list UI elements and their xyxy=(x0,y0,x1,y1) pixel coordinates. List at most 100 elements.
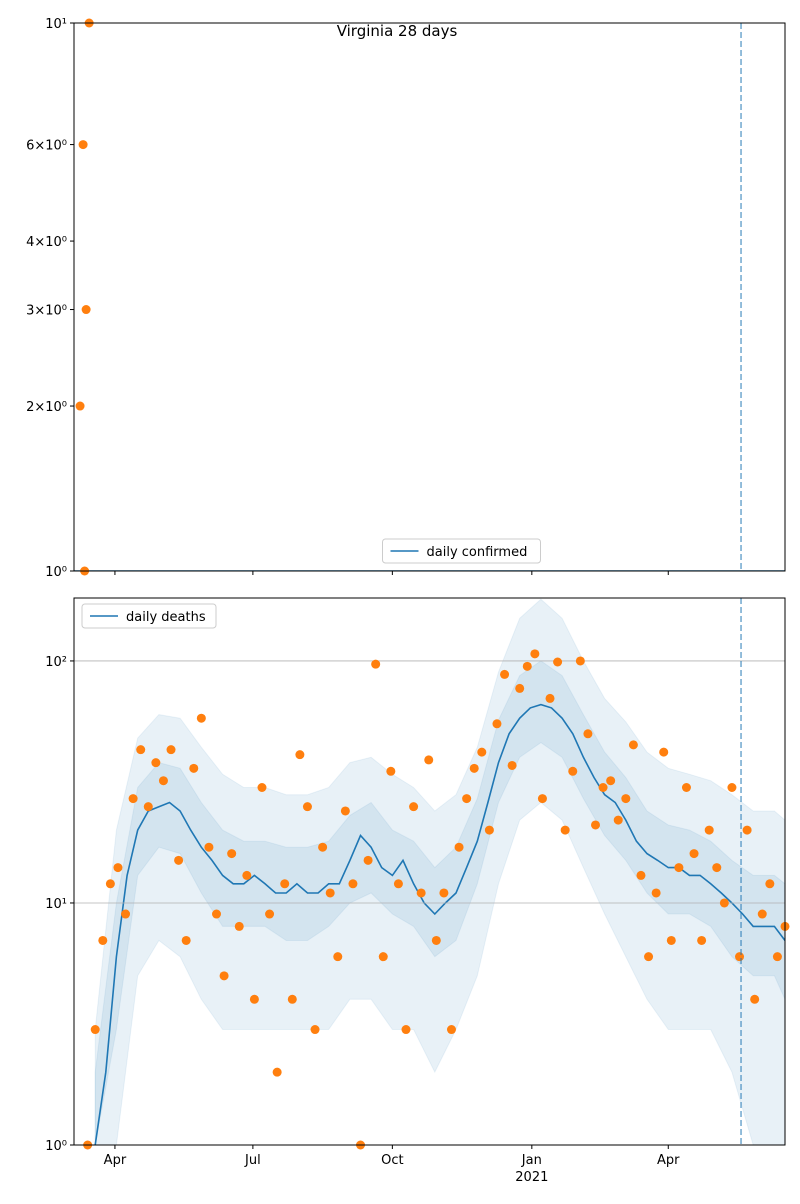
point xyxy=(295,750,305,760)
point xyxy=(712,863,722,873)
point xyxy=(409,802,419,812)
point xyxy=(621,794,631,804)
point xyxy=(591,820,601,830)
point xyxy=(644,952,654,962)
point xyxy=(227,849,237,859)
point xyxy=(681,782,691,792)
point xyxy=(424,755,434,765)
point xyxy=(219,971,229,981)
point xyxy=(530,649,540,659)
point xyxy=(469,763,479,773)
point xyxy=(212,909,222,919)
point xyxy=(765,879,775,889)
y-tick-label: 10⁰ xyxy=(45,1139,67,1154)
point xyxy=(174,855,184,865)
point xyxy=(340,806,350,816)
point xyxy=(348,879,358,889)
point xyxy=(378,952,388,962)
legend-label: daily deaths xyxy=(126,610,206,625)
point xyxy=(393,879,403,889)
legend-box xyxy=(382,538,541,564)
point xyxy=(257,782,267,792)
point xyxy=(143,802,153,812)
y-tick-label: 2×10⁰ xyxy=(26,400,67,415)
y-tick-label: 10⁰ xyxy=(45,565,67,580)
point xyxy=(477,747,487,757)
point xyxy=(462,794,472,804)
point xyxy=(325,888,335,898)
x-tick-label: Jul xyxy=(244,1153,261,1168)
point xyxy=(333,952,343,962)
point xyxy=(537,794,547,804)
point xyxy=(545,693,555,703)
point xyxy=(136,745,146,755)
point xyxy=(166,745,176,755)
point xyxy=(697,935,707,945)
point xyxy=(318,842,328,852)
point xyxy=(659,747,669,757)
point xyxy=(204,842,214,852)
point xyxy=(772,952,782,962)
point xyxy=(181,935,191,945)
point xyxy=(151,758,161,768)
point xyxy=(651,888,661,898)
point xyxy=(735,952,745,962)
point xyxy=(507,760,517,770)
point xyxy=(287,994,297,1004)
point xyxy=(636,870,646,880)
point xyxy=(386,766,396,776)
plot-area xyxy=(94,598,785,1145)
point xyxy=(704,825,714,835)
point xyxy=(310,1025,320,1035)
point xyxy=(272,1067,282,1077)
point xyxy=(416,888,426,898)
y-tick-label: 4×10⁰ xyxy=(26,235,67,250)
y-tick-label: 10¹ xyxy=(45,17,67,32)
point xyxy=(750,994,760,1004)
point xyxy=(742,825,752,835)
point xyxy=(75,401,85,411)
point xyxy=(500,669,510,679)
point xyxy=(302,802,312,812)
line xyxy=(94,703,785,1145)
x-tick-label: Jan xyxy=(521,1153,542,1168)
point xyxy=(666,935,676,945)
point xyxy=(363,855,373,865)
point xyxy=(613,815,623,825)
y-tick-label: 3×10⁰ xyxy=(26,304,67,319)
point xyxy=(81,305,91,315)
point xyxy=(598,782,608,792)
legend-box xyxy=(81,603,217,629)
point xyxy=(128,794,138,804)
point xyxy=(575,656,585,666)
point xyxy=(431,935,441,945)
point xyxy=(560,825,570,835)
x-tick-label: Apr xyxy=(657,1153,680,1168)
x-tick-label: Apr xyxy=(104,1153,127,1168)
point xyxy=(242,870,252,880)
point xyxy=(113,863,123,873)
point xyxy=(727,782,737,792)
point xyxy=(522,661,532,671)
point xyxy=(674,863,684,873)
point xyxy=(234,921,244,931)
chart-title: Virginia 28 days xyxy=(337,22,458,40)
point xyxy=(439,888,449,898)
point xyxy=(280,879,290,889)
point xyxy=(719,898,729,908)
point xyxy=(189,763,199,773)
point xyxy=(484,825,494,835)
axes-frame xyxy=(73,22,786,572)
point xyxy=(371,659,381,669)
y-tick-label: 10¹ xyxy=(45,897,67,912)
point xyxy=(606,776,616,786)
point xyxy=(78,140,88,150)
legend-label: daily confirmed xyxy=(427,545,528,560)
y-tick-label: 10² xyxy=(45,655,67,670)
point xyxy=(492,719,502,729)
point xyxy=(105,879,115,889)
axes-frame xyxy=(73,597,786,1146)
point xyxy=(265,909,275,919)
point xyxy=(454,842,464,852)
